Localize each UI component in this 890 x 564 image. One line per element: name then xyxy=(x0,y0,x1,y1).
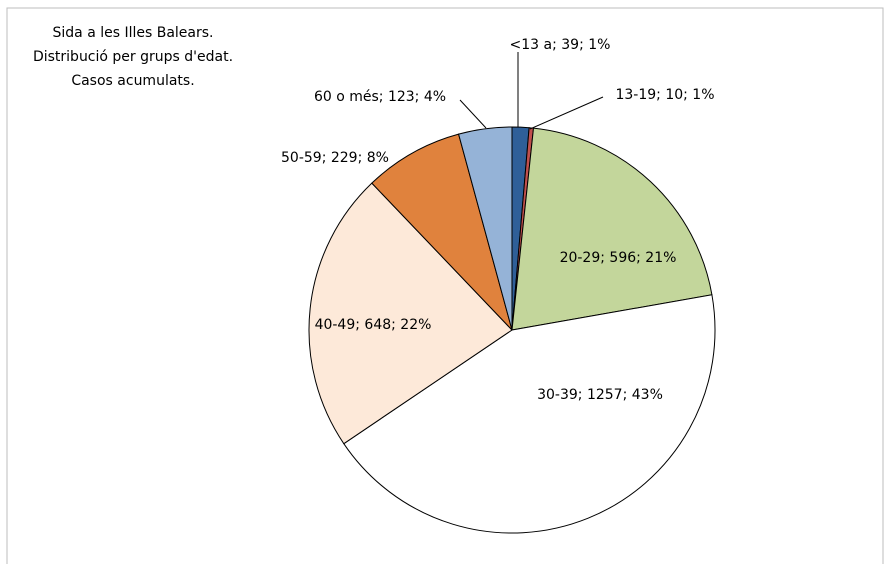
data-label: 20-29; 596; 21% xyxy=(560,250,677,266)
pie-slice xyxy=(343,294,716,534)
data-label: 30-39; 1257; 43% xyxy=(537,387,663,403)
leader-line xyxy=(459,99,487,129)
pie-slice xyxy=(371,133,513,331)
chart-frame xyxy=(6,7,884,564)
leader-line xyxy=(529,96,604,130)
pie-slice xyxy=(511,127,713,331)
data-label: 50-59; 229; 8% xyxy=(281,150,389,166)
chart-title-line: Distribució per grups d'edat. xyxy=(33,49,233,65)
pie-slice xyxy=(457,126,513,331)
data-label: <13 a; 39; 1% xyxy=(510,37,611,53)
data-label: 13-19; 10; 1% xyxy=(615,87,714,103)
data-label: 60 o més; 123; 4% xyxy=(314,89,446,105)
pie-slice xyxy=(308,182,513,445)
data-label: 40-49; 648; 22% xyxy=(315,317,432,333)
chart-title-line: Casos acumulats. xyxy=(71,73,194,89)
chart-title-line: Sida a les Illes Balears. xyxy=(53,25,214,41)
